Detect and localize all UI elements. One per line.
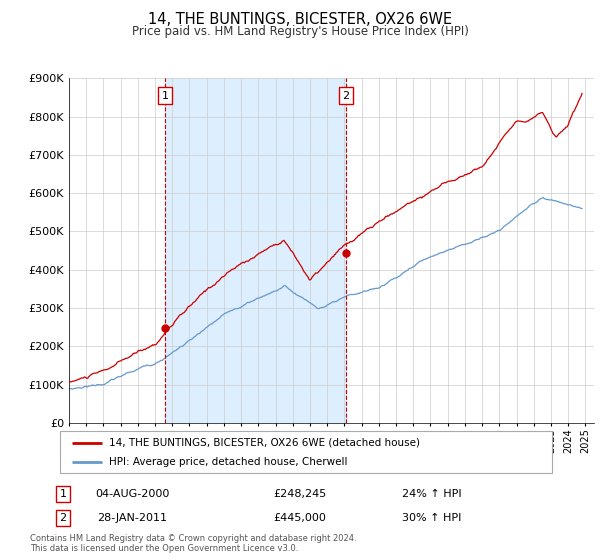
Text: 30% ↑ HPI: 30% ↑ HPI: [403, 513, 461, 523]
Text: Contains HM Land Registry data © Crown copyright and database right 2024.
This d: Contains HM Land Registry data © Crown c…: [30, 534, 356, 553]
Text: 14, THE BUNTINGS, BICESTER, OX26 6WE: 14, THE BUNTINGS, BICESTER, OX26 6WE: [148, 12, 452, 27]
Text: 2: 2: [342, 91, 349, 101]
Text: 14, THE BUNTINGS, BICESTER, OX26 6WE (detached house): 14, THE BUNTINGS, BICESTER, OX26 6WE (de…: [109, 437, 420, 447]
Text: HPI: Average price, detached house, Cherwell: HPI: Average price, detached house, Cher…: [109, 457, 348, 467]
Text: 24% ↑ HPI: 24% ↑ HPI: [402, 489, 462, 499]
Text: 1: 1: [59, 489, 67, 499]
Text: £445,000: £445,000: [274, 513, 326, 523]
FancyBboxPatch shape: [60, 431, 552, 473]
Text: 04-AUG-2000: 04-AUG-2000: [95, 489, 169, 499]
Text: 1: 1: [161, 91, 169, 101]
Text: Price paid vs. HM Land Registry's House Price Index (HPI): Price paid vs. HM Land Registry's House …: [131, 25, 469, 38]
Bar: [165, 78, 346, 423]
Text: £248,245: £248,245: [274, 489, 326, 499]
Text: 2: 2: [59, 513, 67, 523]
Text: 28-JAN-2011: 28-JAN-2011: [97, 513, 167, 523]
